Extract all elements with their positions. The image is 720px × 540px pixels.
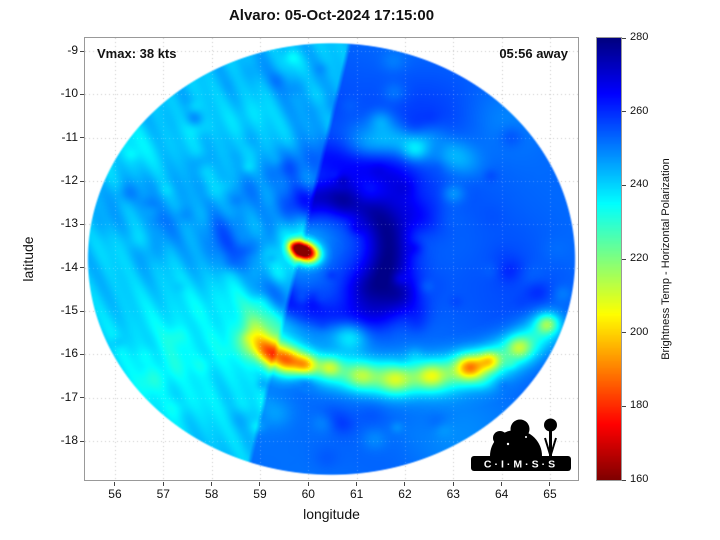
vmax-annotation: Vmax: 38 kts: [97, 46, 177, 61]
plot-title: Alvaro: 05-Oct-2024 17:15:00: [228, 7, 435, 24]
x-tick-mark: [452, 482, 454, 486]
y-tick-label: -12: [60, 173, 78, 187]
tower-ball-icon: [544, 418, 557, 432]
y-tick-label: -14: [60, 259, 78, 274]
y-tick-label: -9: [67, 43, 78, 57]
y-tick-label: -17: [60, 389, 78, 404]
x-tick-mark: [162, 482, 164, 486]
y-tick-mark: [80, 353, 84, 355]
plot-area: Vmax: 38 kts 05:56 away C·I·M·S·S: [84, 37, 579, 481]
y-tick-mark: [80, 440, 84, 442]
x-tick-label: 62: [398, 487, 412, 501]
x-tick-label: 63: [446, 487, 460, 501]
colorbar-tick-mark: [622, 405, 626, 407]
x-axis-label: longitude: [303, 506, 360, 522]
x-tick-label: 58: [204, 487, 219, 501]
x-tick-mark: [356, 482, 358, 486]
y-tick-label: -15: [60, 303, 78, 317]
x-tick-mark: [259, 482, 261, 486]
time-away-annotation: 05:56 away: [499, 46, 568, 61]
colorbar-tick-mark: [622, 37, 626, 39]
y-tick-label: -11: [61, 129, 78, 144]
x-tick-label: 59: [253, 487, 267, 501]
y-tick-mark: [80, 180, 84, 182]
x-tick-label: 61: [349, 487, 364, 501]
colorbar-tick-mark: [622, 111, 626, 113]
x-tick-label: 60: [301, 487, 315, 501]
y-axis-label: latitude: [20, 236, 36, 282]
y-tick-mark: [80, 50, 84, 52]
colorbar-tick-mark: [622, 479, 626, 481]
y-tick-mark: [80, 310, 84, 312]
x-tick-mark: [307, 482, 309, 486]
x-tick-label: 64: [494, 487, 509, 501]
x-tick-label: 56: [108, 487, 122, 501]
x-tick-mark: [211, 482, 213, 486]
x-tick-mark: [404, 482, 406, 486]
tower-mast-icon: [549, 430, 552, 456]
y-tick-mark: [80, 267, 84, 269]
radome-large-icon: [510, 419, 530, 439]
colorbar-tick-mark: [622, 184, 626, 186]
colorbar-tick-mark: [622, 332, 626, 334]
x-tick-mark: [114, 482, 116, 486]
colorbar-tick-label: 160: [630, 473, 649, 485]
logo-speck-icon: [525, 436, 527, 438]
colorbar-tick-label: 200: [630, 325, 649, 338]
cimss-logo: C·I·M·S·S: [471, 415, 571, 471]
colorbar: [596, 37, 622, 481]
y-tick-label: -13: [60, 216, 78, 231]
y-tick-label: -16: [60, 346, 78, 361]
colorbar-tick-mark: [622, 258, 626, 260]
x-tick-label: 65: [543, 487, 557, 501]
y-tick-label: -10: [60, 86, 78, 101]
colorbar-tick-label: 180: [630, 399, 649, 412]
x-tick-mark: [549, 482, 551, 486]
y-tick-mark: [80, 223, 84, 225]
colorbar-tick-label: 280: [630, 31, 649, 43]
colorbar-tick-label: 260: [630, 104, 649, 117]
cimss-logo-text: C·I·M·S·S: [484, 459, 558, 471]
y-tick-label: -18: [60, 433, 78, 447]
logo-speck-icon: [506, 442, 510, 446]
y-tick-mark: [80, 397, 84, 399]
colorbar-canvas: [597, 38, 621, 480]
logo-band: [471, 456, 571, 471]
plot-canvas: [85, 38, 578, 480]
colorbar-tick-label: 220: [630, 252, 649, 264]
colorbar-tick-label: 240: [630, 178, 649, 191]
y-tick-mark: [80, 93, 84, 95]
x-tick-mark: [501, 482, 503, 486]
radome-small-icon: [493, 431, 507, 445]
x-tick-label: 57: [156, 487, 170, 501]
y-tick-mark: [80, 137, 84, 139]
